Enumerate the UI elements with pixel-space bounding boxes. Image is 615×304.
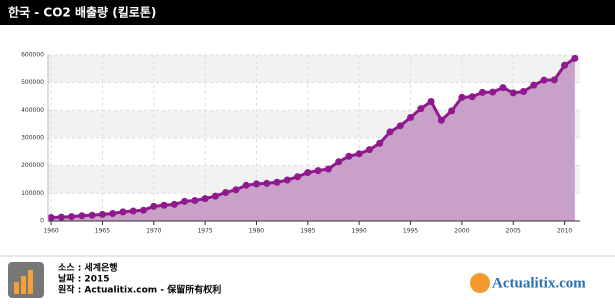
x-tick-label: 1995 bbox=[403, 228, 418, 235]
x-tick-label: 1960 bbox=[43, 228, 58, 235]
point bbox=[365, 146, 373, 154]
point bbox=[417, 105, 425, 113]
point bbox=[478, 88, 486, 96]
x-tick-label: 1985 bbox=[300, 228, 315, 235]
point bbox=[191, 197, 199, 205]
point bbox=[211, 192, 219, 200]
point bbox=[437, 116, 445, 124]
point bbox=[294, 173, 302, 181]
title-bar bbox=[0, 0, 615, 25]
point bbox=[78, 212, 86, 220]
point bbox=[314, 167, 322, 175]
y-tick-label: 300000 bbox=[21, 135, 44, 142]
point bbox=[181, 197, 189, 205]
grid-band bbox=[48, 55, 580, 83]
point bbox=[242, 181, 250, 189]
x-tick-label: 2010 bbox=[557, 228, 572, 235]
point bbox=[119, 208, 127, 216]
point bbox=[427, 97, 435, 105]
x-tick-label: 1970 bbox=[146, 228, 161, 235]
point bbox=[355, 150, 363, 158]
x-tick-label: 1965 bbox=[95, 228, 110, 235]
point bbox=[160, 201, 168, 209]
x-tick-label: 1975 bbox=[197, 228, 212, 235]
logo-icon bbox=[470, 273, 490, 293]
point bbox=[98, 210, 106, 218]
point bbox=[273, 178, 281, 186]
point bbox=[129, 207, 137, 215]
point bbox=[407, 114, 415, 122]
point bbox=[222, 189, 230, 197]
y-tick-label: 100000 bbox=[21, 190, 44, 197]
footer-date: 날짜 : 2015 bbox=[58, 273, 109, 285]
point bbox=[232, 186, 240, 194]
point bbox=[57, 213, 65, 221]
x-tick-label: 1990 bbox=[352, 228, 367, 235]
point bbox=[540, 76, 548, 84]
point bbox=[530, 81, 538, 89]
point bbox=[170, 200, 178, 208]
point bbox=[448, 107, 456, 115]
point bbox=[561, 61, 569, 69]
point bbox=[109, 210, 117, 218]
point bbox=[376, 139, 384, 147]
point bbox=[88, 211, 96, 219]
x-tick-label: 2000 bbox=[454, 228, 469, 235]
point bbox=[47, 214, 55, 222]
y-tick-label: 0 bbox=[40, 218, 44, 225]
point bbox=[499, 84, 507, 92]
area bbox=[51, 58, 575, 221]
footer-logo: Actualitix.com bbox=[492, 275, 586, 291]
point bbox=[468, 93, 476, 101]
point bbox=[509, 89, 517, 97]
point bbox=[252, 180, 260, 188]
x-tick-label: 2005 bbox=[506, 228, 521, 235]
point bbox=[458, 93, 466, 101]
line bbox=[51, 57, 576, 220]
footer-icon bbox=[8, 262, 44, 298]
point bbox=[335, 158, 343, 166]
point bbox=[520, 88, 528, 96]
y-tick-label: 500000 bbox=[21, 79, 44, 86]
point bbox=[489, 88, 497, 96]
point bbox=[386, 128, 394, 136]
point bbox=[283, 176, 291, 184]
y-tick-label: 400000 bbox=[21, 107, 44, 114]
point bbox=[304, 169, 312, 177]
point bbox=[324, 165, 332, 173]
footer-source: 소스 : 세계은행 bbox=[58, 262, 118, 274]
point bbox=[68, 213, 76, 221]
point bbox=[263, 179, 271, 187]
point bbox=[150, 202, 158, 210]
point bbox=[550, 76, 558, 84]
point bbox=[396, 122, 404, 130]
footer-origin: 원작 : Actualitix.com - 保留所有权利 bbox=[58, 284, 221, 296]
chart-title: 한국 - CO2 배출량 (킬로톤) bbox=[8, 5, 156, 20]
point bbox=[571, 54, 579, 62]
point bbox=[345, 152, 353, 160]
x-tick-label: 1980 bbox=[249, 228, 264, 235]
point bbox=[201, 195, 209, 203]
y-tick-label: 600000 bbox=[21, 52, 44, 59]
point bbox=[140, 206, 148, 214]
y-tick-label: 200000 bbox=[21, 162, 44, 169]
